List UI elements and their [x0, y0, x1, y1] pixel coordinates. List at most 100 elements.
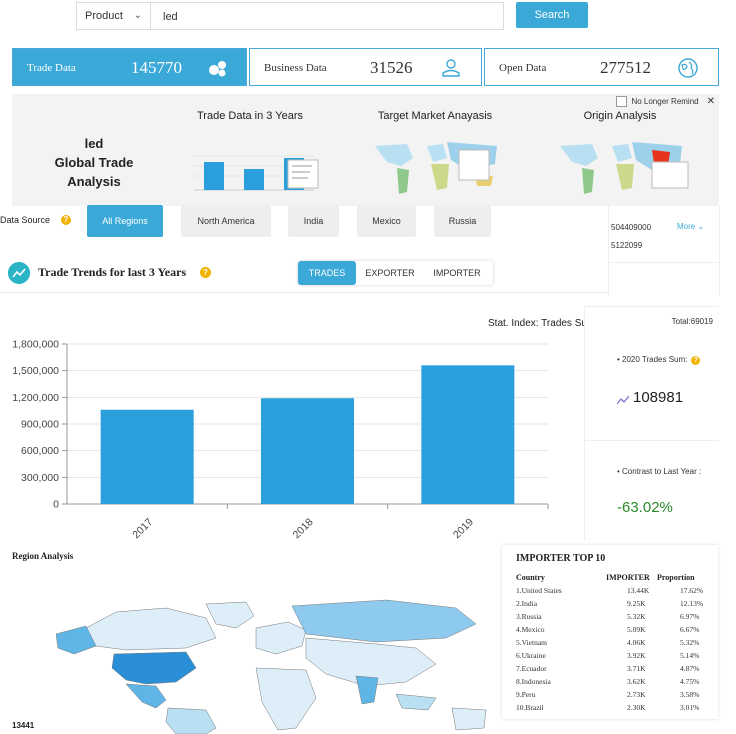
- remind-label: No Longer Remind: [631, 97, 699, 106]
- table-cell: 6.97%: [680, 612, 700, 621]
- table-cell: 3.62K: [627, 677, 646, 686]
- table-cell: 2.30K: [627, 703, 646, 712]
- y-tick-label: 0: [53, 499, 59, 511]
- table-cell: 5.14%: [680, 651, 700, 660]
- table-cell: 5.32K: [627, 612, 646, 621]
- trade-trends-chart: 0 300,000 600,000 900,000 1,200,000 1,500,000…: [12, 339, 549, 540]
- list-item[interactable]: 504409000: [611, 223, 652, 232]
- stat-open-data[interactable]: Open Data 277512: [484, 48, 719, 86]
- table-cell: 13.44K: [627, 586, 650, 595]
- table-cell: 4.06K: [627, 638, 646, 647]
- table-cell: 9.25K: [627, 599, 646, 608]
- stat-label: Open Data: [499, 62, 547, 74]
- bar: [261, 398, 354, 504]
- tab-exporter[interactable]: EXPORTER: [365, 268, 415, 278]
- table-cell: 3.92K: [627, 651, 646, 660]
- tab-india[interactable]: India: [288, 205, 339, 237]
- x-tick-label: 2019: [451, 516, 476, 540]
- table-cell: 5.09K: [627, 625, 646, 634]
- column-header: IMPORTER: [606, 573, 650, 582]
- help-icon[interactable]: ?: [691, 356, 701, 365]
- close-icon[interactable]: ✕: [706, 96, 715, 107]
- x-tick-label: 2017: [130, 516, 155, 540]
- more-link[interactable]: More ⌄: [677, 222, 704, 231]
- help-icon[interactable]: ?: [61, 215, 71, 225]
- column-header: Proportion: [657, 573, 695, 582]
- table-row: 4.Mexico 5.09K 6.67%: [502, 625, 718, 638]
- stat-value: 145770: [131, 58, 182, 77]
- stat-label: Trade Data: [27, 62, 76, 74]
- stat-trade-data[interactable]: Trade Data 145770: [12, 48, 247, 86]
- table-row: 1.United States 13.44K 17.62%: [502, 586, 718, 599]
- table-cell: 1.United States: [516, 586, 562, 595]
- product-select-label: Product: [85, 10, 123, 22]
- y-tick-label: 300,000: [21, 472, 59, 484]
- stat-value: 31526: [370, 58, 413, 77]
- tab-all-regions[interactable]: All Regions: [87, 205, 163, 237]
- trend-title: Trade Trends for last 3 Years: [38, 265, 187, 279]
- table-cell: 4.87%: [680, 664, 700, 673]
- checkbox[interactable]: [616, 96, 628, 108]
- table-row: 6.Ukraine 3.92K 5.14%: [502, 651, 718, 664]
- tab-importer[interactable]: IMPORTER: [433, 268, 481, 278]
- table-cell: 12.13%: [680, 599, 704, 608]
- table-cell: 9.Peru: [516, 690, 536, 699]
- contrast-value: -63.02%: [617, 499, 673, 516]
- table-cell: 2.India: [516, 599, 538, 608]
- table-cell: 5.32%: [680, 638, 700, 647]
- table-cell: 4.75%: [680, 677, 700, 686]
- stat-label: Business Data: [264, 62, 327, 74]
- table-row: 5.Vietnam 4.06K 5.32%: [502, 638, 718, 651]
- table-row: 8.Indonesia 3.62K 4.75%: [502, 677, 718, 690]
- table-cell: 8.Indonesia: [516, 677, 551, 686]
- promo-title-line: led: [84, 136, 104, 151]
- target-market-map-thumbnail: [375, 142, 497, 194]
- user-hand-icon: [442, 59, 460, 77]
- no-longer-remind[interactable]: No Longer Remind ✕: [616, 96, 715, 108]
- stat-business-data[interactable]: Business Data 31526: [249, 48, 482, 86]
- y-tick-label: 1,500,000: [12, 365, 59, 377]
- table-cell: 3.58%: [680, 690, 700, 699]
- stat-index-label: Stat. Index: Trades Sum: [488, 318, 596, 329]
- globe-icon: [678, 58, 698, 78]
- table-cell: 4.Mexico: [516, 625, 545, 634]
- origin-map-thumbnail: [560, 142, 689, 194]
- product-select[interactable]: Product ⌄: [77, 3, 151, 29]
- table-cell: 3.01%: [680, 703, 700, 712]
- line-chart-icon: [8, 262, 30, 284]
- trades-sum-label: • 2020 Trades Sum:?: [617, 355, 701, 365]
- promo-title-line: Global Trade: [54, 155, 134, 170]
- tab-north-america[interactable]: North America: [181, 205, 271, 237]
- help-icon[interactable]: ?: [200, 267, 211, 278]
- trade-data-thumbnail: [194, 155, 319, 191]
- region-max-count: 13441: [12, 721, 35, 730]
- tab-russia[interactable]: Russia: [434, 205, 491, 237]
- search-input[interactable]: [161, 3, 485, 31]
- bubbles-icon: [209, 61, 226, 77]
- tab-trades[interactable]: TRADES: [298, 261, 356, 285]
- list-item[interactable]: 5122099: [611, 241, 643, 250]
- promo-col-origin: Origin Analysis: [583, 110, 657, 122]
- region-world-map: [56, 598, 496, 734]
- total-count: Total:69019: [671, 317, 713, 326]
- promo-col-target-market: Target Market Anayasis: [377, 110, 493, 122]
- region-analysis-title: Region Analysis: [12, 551, 74, 561]
- line-chart-icon: [617, 395, 629, 405]
- table-row: 9.Peru 2.73K 3.58%: [502, 690, 718, 703]
- contrast-label: • Contrast to Last Year :: [617, 467, 702, 476]
- y-tick-label: 600,000: [21, 445, 59, 457]
- search-button[interactable]: Search: [516, 2, 588, 28]
- importer-title: IMPORTER TOP 10: [516, 553, 606, 564]
- y-tick-label: 900,000: [21, 419, 59, 431]
- trend-toggle: TRADES EXPORTER IMPORTER: [298, 261, 493, 285]
- y-tick-label: 1,200,000: [12, 392, 59, 404]
- trades-sum-label-text: • 2020 Trades Sum:: [617, 355, 688, 364]
- tab-mexico[interactable]: Mexico: [357, 205, 416, 237]
- column-header: Country: [516, 573, 545, 582]
- trades-sum-card: Total:69019 • 2020 Trades Sum:? 108981: [584, 306, 719, 441]
- table-row: 7.Ecuador 3.71K 4.87%: [502, 664, 718, 677]
- divider: [609, 262, 719, 263]
- data-source-label: Data Source: [0, 215, 51, 225]
- table-cell: 2.73K: [627, 690, 646, 699]
- y-tick-label: 1,800,000: [12, 339, 59, 351]
